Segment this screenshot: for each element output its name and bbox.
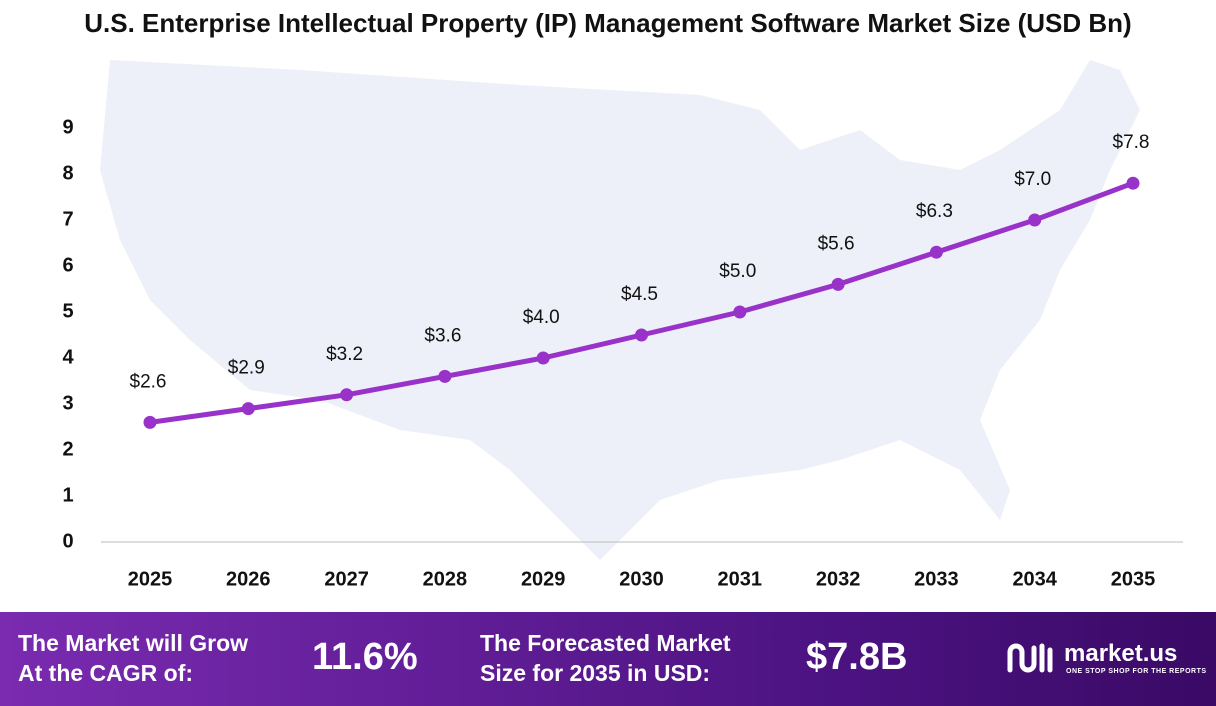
marker <box>1028 213 1042 227</box>
y-tick-label: 9 <box>62 116 73 138</box>
text-line: Size for 2035 in USD: <box>480 660 711 686</box>
value-label: $5.6 <box>818 233 855 254</box>
marker <box>635 328 648 342</box>
text-line: At the CAGR of: <box>18 660 194 686</box>
marker <box>929 245 943 259</box>
x-tick-label: 2033 <box>914 568 959 590</box>
x-tick-label: 2029 <box>521 568 566 590</box>
y-tick-label: 6 <box>62 254 73 276</box>
value-label: $4.5 <box>621 284 658 305</box>
marker <box>733 305 747 319</box>
marker <box>438 369 452 383</box>
marker <box>1126 176 1140 190</box>
forecast-value: $7.8B <box>806 636 908 678</box>
value-label: $3.6 <box>424 325 461 346</box>
value-label: $4.0 <box>523 307 560 328</box>
cagr-value: 11.6% <box>312 636 418 678</box>
value-label: $3.2 <box>326 344 363 365</box>
x-tick-label: 2027 <box>324 568 369 590</box>
marker <box>143 415 157 429</box>
y-tick-label: 0 <box>62 530 73 552</box>
text-line: The Market will Grow <box>18 630 249 656</box>
x-tick-label: 2034 <box>1012 568 1057 590</box>
value-label: $7.0 <box>1014 169 1051 190</box>
value-label: $6.3 <box>916 201 953 222</box>
cagr-text: The Market will Grow At the CAGR of: <box>18 628 248 688</box>
text-line: The Forecasted Market <box>480 630 731 656</box>
x-tick-label: 2030 <box>619 568 664 590</box>
chart: 0 1 2 3 4 5 6 7 8 9 2025 2026 2027 2028 2029 2030 2031 20… <box>62 60 1183 590</box>
x-tick-label: 2026 <box>226 568 271 590</box>
y-tick-label: 2 <box>62 438 73 460</box>
marker <box>241 402 255 416</box>
value-label: $2.9 <box>228 358 265 379</box>
forecast-text: The Forecasted Market Size for 2035 in US… <box>480 628 731 688</box>
value-label: $5.0 <box>719 261 756 282</box>
x-tick-label: 2031 <box>718 568 763 590</box>
x-tick-label: 2028 <box>423 568 468 590</box>
y-tick-label: 4 <box>62 346 74 368</box>
y-tick-label: 5 <box>62 300 73 322</box>
y-tick-label: 7 <box>62 208 73 230</box>
tagline: ONE STOP SHOP FOR THE REPORTS <box>1066 668 1207 675</box>
x-tick-label: 2025 <box>128 568 173 590</box>
y-tick-label: 1 <box>62 484 73 506</box>
x-tick-label: 2032 <box>816 568 861 590</box>
brand-logo <box>1007 643 1053 673</box>
brand: market.us <box>1064 640 1178 667</box>
marker <box>536 351 550 365</box>
marker <box>831 277 845 291</box>
y-tick-label: 8 <box>62 162 73 184</box>
footer: The Market will Grow At the CAGR of: 11.6… <box>0 612 1216 706</box>
marker <box>340 388 354 402</box>
map-background <box>100 60 1140 560</box>
y-tick-label: 3 <box>62 392 73 414</box>
chart-title: U.S. Enterprise Intellectual Property (I… <box>84 8 1132 38</box>
x-tick-label: 2035 <box>1111 568 1156 590</box>
value-label: $7.8 <box>1113 132 1150 153</box>
value-label: $2.6 <box>130 371 167 392</box>
